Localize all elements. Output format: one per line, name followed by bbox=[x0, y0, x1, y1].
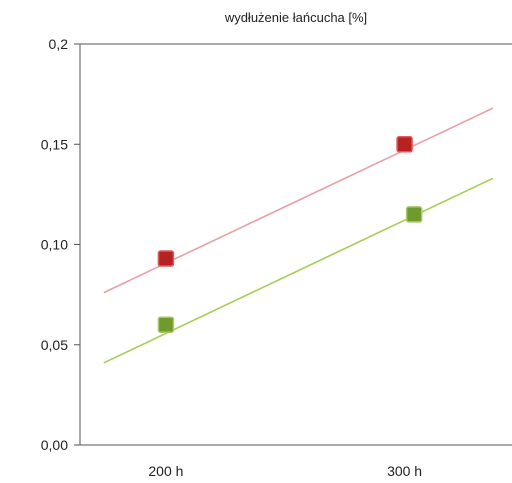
data-point-series-2 bbox=[405, 206, 423, 223]
data-points bbox=[157, 136, 423, 333]
x-axis-ticks: 200 h 300 h bbox=[148, 463, 422, 479]
data-point-series-2 bbox=[157, 316, 175, 333]
x-tick-label: 300 h bbox=[387, 463, 422, 479]
y-axis-ticks: 0,2 0,15 0,10 0,05 0,00 bbox=[41, 36, 80, 453]
axes bbox=[79, 43, 512, 446]
data-point-series-1 bbox=[396, 136, 413, 153]
y-tick-label: 0,15 bbox=[41, 136, 68, 152]
x-tick-label: 200 h bbox=[148, 463, 183, 479]
data-point-series-1 bbox=[157, 250, 175, 267]
trendline-series-2 bbox=[103, 177, 494, 364]
y-tick-label: 0,10 bbox=[41, 237, 68, 253]
y-tick-label: 0,00 bbox=[41, 437, 68, 453]
y-tick-label: 0,05 bbox=[41, 337, 68, 353]
chart-title: wydłużenie łańcucha [%] bbox=[224, 10, 367, 25]
y-tick-label: 0,2 bbox=[49, 36, 69, 52]
